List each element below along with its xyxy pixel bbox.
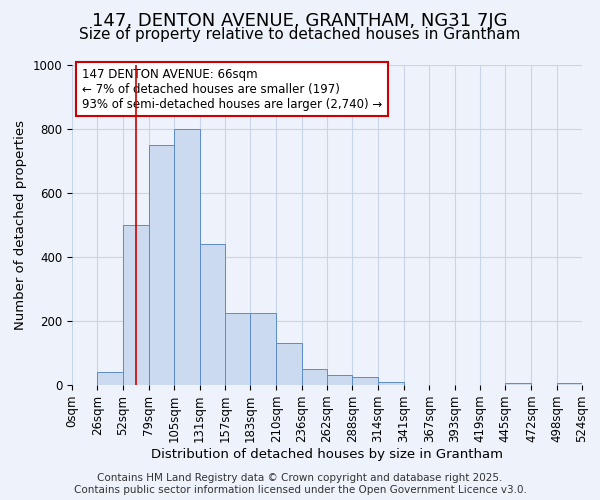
Bar — [225, 313, 250, 385]
Bar — [199, 244, 225, 385]
Bar — [149, 145, 174, 385]
Bar — [302, 369, 327, 385]
Text: 147, DENTON AVENUE, GRANTHAM, NG31 7JG: 147, DENTON AVENUE, GRANTHAM, NG31 7JG — [92, 12, 508, 30]
Bar — [97, 372, 122, 385]
Bar — [505, 384, 532, 385]
Bar — [352, 377, 377, 385]
Y-axis label: Number of detached properties: Number of detached properties — [14, 120, 27, 330]
Bar — [377, 382, 404, 385]
Text: Size of property relative to detached houses in Grantham: Size of property relative to detached ho… — [79, 28, 521, 42]
X-axis label: Distribution of detached houses by size in Grantham: Distribution of detached houses by size … — [151, 448, 503, 461]
Bar — [250, 313, 277, 385]
Bar — [557, 384, 582, 385]
Bar — [122, 225, 149, 385]
Bar — [174, 129, 200, 385]
Bar — [277, 344, 302, 385]
Text: 147 DENTON AVENUE: 66sqm
← 7% of detached houses are smaller (197)
93% of semi-d: 147 DENTON AVENUE: 66sqm ← 7% of detache… — [82, 68, 382, 110]
Text: Contains HM Land Registry data © Crown copyright and database right 2025.
Contai: Contains HM Land Registry data © Crown c… — [74, 474, 526, 495]
Bar — [327, 376, 352, 385]
